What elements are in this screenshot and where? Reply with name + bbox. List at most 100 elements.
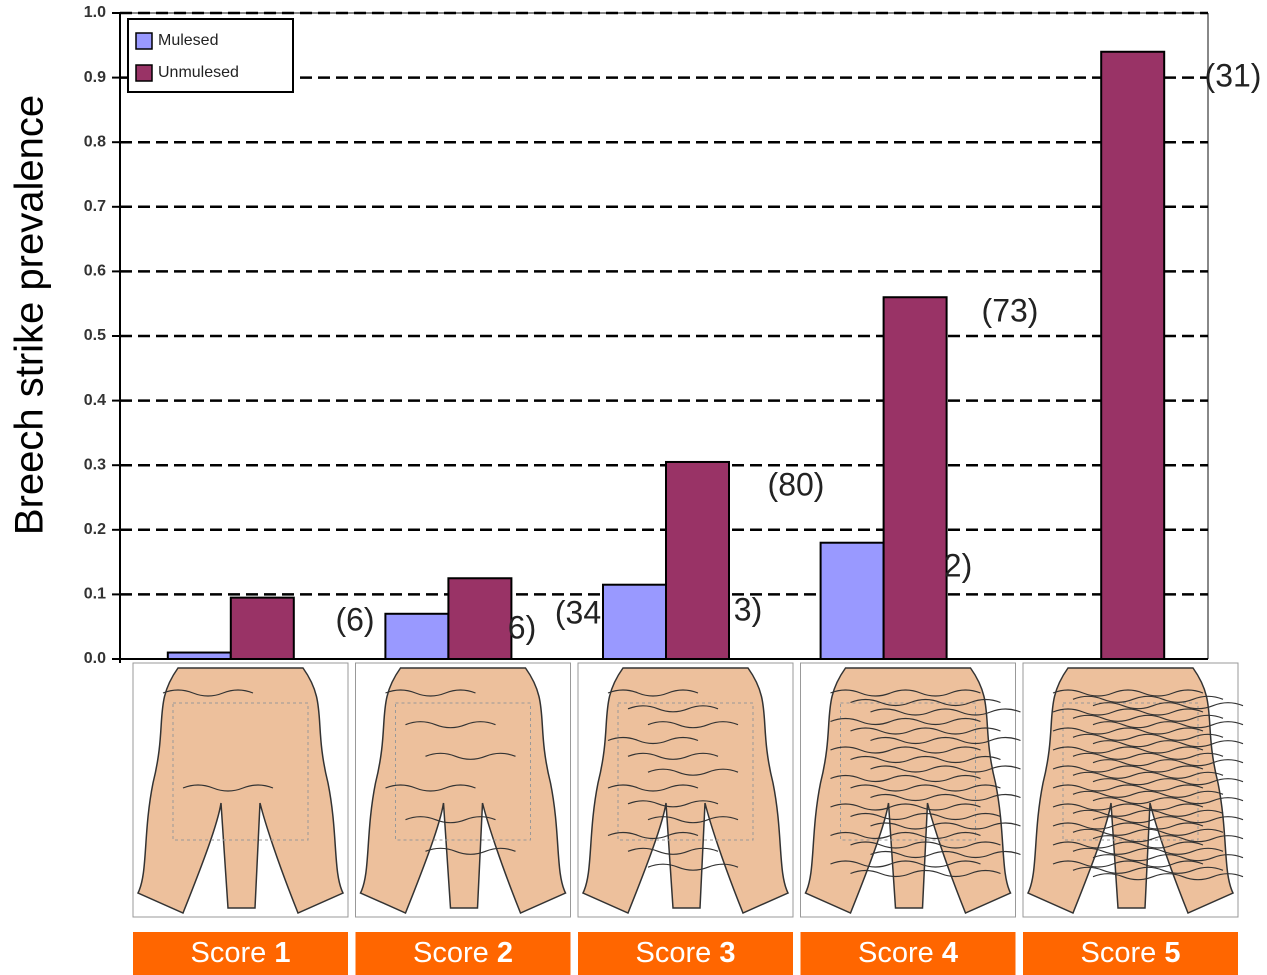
wrinkle	[850, 698, 1001, 707]
wrinkle	[1072, 847, 1224, 855]
y-tick-label: 0.5	[84, 327, 106, 344]
wrinkle	[627, 752, 719, 760]
wrinkle	[1072, 866, 1224, 874]
wrinkle	[870, 850, 1021, 859]
wrinkle	[830, 689, 981, 697]
wrinkle	[850, 869, 1001, 878]
bar	[447, 577, 513, 660]
wrinkle	[182, 784, 274, 792]
bar	[229, 596, 295, 661]
wrinkle	[385, 784, 476, 792]
wrinkle	[850, 812, 1001, 821]
wrinkle	[1072, 695, 1224, 703]
score-prefix: Score	[413, 937, 489, 969]
wrinkle	[607, 689, 699, 697]
wrinkle	[1092, 873, 1244, 881]
wrinkle	[850, 841, 1001, 849]
breech-shape	[804, 667, 1012, 915]
wrinkle	[830, 831, 981, 840]
wrinkle	[870, 765, 1021, 773]
wrinkle	[1052, 765, 1204, 773]
wrinkle	[850, 755, 1001, 764]
y-tick-label: 0.0	[84, 650, 106, 667]
wrinkle	[850, 727, 1001, 735]
score-number: 1	[274, 937, 290, 969]
wrinkle	[1092, 759, 1244, 767]
y-axis-title: Breech strike prevalence	[8, 95, 52, 535]
score-label: Score 1	[191, 937, 291, 969]
wrinkle	[1072, 828, 1224, 836]
wrinkle	[405, 721, 496, 729]
wrinkle	[1052, 727, 1204, 735]
score-label-bg	[578, 932, 793, 975]
wrinkle	[830, 774, 981, 783]
breech-shape	[1026, 667, 1235, 915]
bar	[882, 296, 948, 660]
legend-box	[127, 18, 294, 93]
breech-illustration	[355, 662, 571, 918]
wrinkle	[425, 847, 516, 855]
wrinkle	[1052, 803, 1204, 811]
wrinkle	[1072, 752, 1224, 760]
wrinkle	[607, 736, 699, 745]
wrinkle	[607, 784, 699, 792]
y-tick-label: 0.9	[84, 69, 106, 86]
wrinkle	[1092, 854, 1244, 862]
wrinkle	[1092, 816, 1244, 824]
wrinkle	[1092, 797, 1244, 805]
wrinkle	[830, 860, 981, 868]
annotation: (34	[555, 594, 601, 630]
annotation: (73)	[982, 292, 1039, 328]
annotation: 3)	[734, 591, 762, 627]
annotation: (80)	[768, 466, 825, 502]
wrinkle	[1052, 689, 1204, 697]
wrinkle	[1052, 860, 1204, 868]
wrinkle	[607, 831, 699, 840]
y-tick-label: 1.0	[84, 4, 106, 21]
bar	[384, 612, 450, 661]
score-label-bg	[355, 932, 571, 975]
wrinkle	[627, 705, 719, 713]
wrinkle	[1072, 809, 1224, 817]
y-tick-label: 0.4	[84, 392, 106, 409]
bar	[665, 460, 730, 660]
guide-box	[395, 702, 531, 841]
breech-illustration	[800, 662, 1021, 918]
wrinkle	[425, 752, 516, 760]
score-prefix: Score	[636, 937, 712, 969]
score-label-bg	[133, 932, 348, 975]
y-tick-label: 0.6	[84, 263, 106, 280]
legend-swatch	[135, 64, 153, 82]
wrinkle	[647, 768, 739, 776]
legend-label: Unmulesed	[158, 64, 239, 81]
score-label-bg	[1023, 932, 1238, 975]
score-prefix: Score	[858, 937, 934, 969]
wrinkle	[1092, 835, 1244, 843]
wrinkle	[870, 822, 1021, 830]
wrinkle	[1092, 721, 1244, 729]
guide-box	[172, 702, 309, 841]
wrinkle	[1072, 714, 1224, 722]
wrinkle	[162, 689, 254, 697]
wrinkle	[405, 816, 496, 824]
score-prefix: Score	[191, 937, 267, 969]
y-tick-label: 0.2	[84, 521, 106, 538]
wrinkle	[1052, 746, 1204, 754]
score-label: Score 4	[858, 937, 958, 969]
wrinkle	[647, 721, 739, 729]
wrinkle	[385, 689, 476, 697]
score-number: 5	[1164, 937, 1180, 969]
wrinkle	[1052, 708, 1204, 716]
wrinkle	[647, 863, 739, 871]
wrinkle	[1092, 778, 1244, 786]
bar	[1100, 50, 1166, 660]
breech-illustration	[132, 662, 349, 918]
wrinkle	[1072, 771, 1224, 779]
y-tick-label: 0.1	[84, 586, 106, 603]
breech-illustration	[1022, 662, 1244, 918]
legend-swatch	[135, 32, 153, 50]
wrinkle	[850, 784, 1001, 792]
annotation: 6)	[508, 609, 536, 645]
wrinkle	[870, 736, 1021, 745]
breech-shape	[581, 667, 790, 915]
